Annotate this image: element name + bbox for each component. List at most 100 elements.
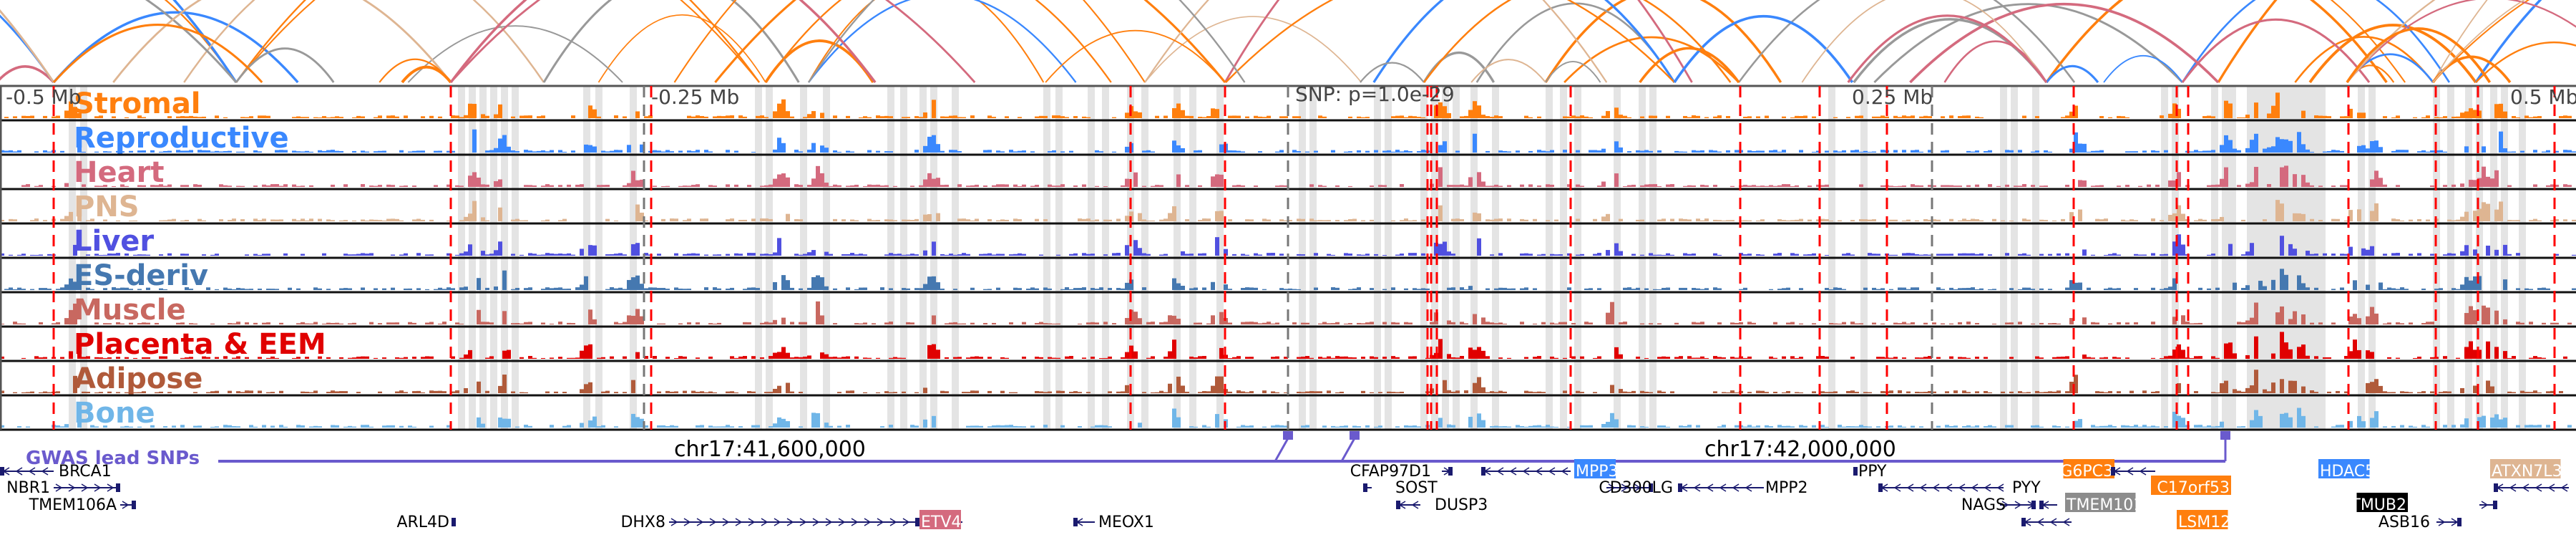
signal-bar: [910, 185, 914, 187]
signal-bar: [2344, 356, 2348, 359]
signal-bar: [1838, 151, 1842, 153]
signal-bar: [1288, 220, 1292, 221]
signal-bar: [1662, 391, 1666, 393]
signal-bar: [1541, 254, 1546, 256]
signal-bar: [2220, 145, 2224, 153]
signal-bar: [305, 392, 309, 393]
signal-bar: [391, 287, 395, 290]
signal-bar: [511, 289, 515, 290]
signal-bar: [777, 174, 781, 187]
signal-bar: [2417, 392, 2421, 393]
signal-bar: [1855, 392, 1859, 393]
signal-bar: [2215, 287, 2220, 290]
signal-bar: [1142, 150, 1146, 153]
signal-bar: [1619, 251, 1623, 256]
signal-bar: [1765, 392, 1769, 393]
signal-bar: [313, 287, 318, 290]
signal-bar: [1352, 218, 1357, 221]
signal-bar: [2524, 288, 2529, 290]
signal-bar: [2254, 167, 2258, 187]
signal-track-muscle: [0, 301, 2572, 324]
signal-bar: [245, 322, 249, 324]
signal-bar: [1743, 116, 1747, 118]
strand-arrow-icon: [696, 518, 704, 526]
signal-bar: [807, 185, 811, 187]
signal-bar: [687, 218, 691, 221]
signal-bar: [1443, 106, 1447, 118]
signal-bar: [1413, 288, 1417, 290]
signal-bar: [1769, 289, 1773, 290]
signal-bar: [1593, 254, 1597, 256]
signal-bar: [228, 323, 232, 324]
signal-bar: [1941, 254, 1945, 256]
signal-bar: [2237, 185, 2241, 187]
signal-bar: [1219, 211, 1224, 221]
signal-bar: [1473, 349, 1477, 359]
signal-bar: [103, 151, 107, 153]
signal-bar: [1816, 219, 1820, 221]
signal-bar: [90, 425, 94, 428]
signal-bar: [2529, 220, 2533, 221]
signal-bar: [824, 423, 829, 428]
signal-bar: [2323, 151, 2327, 153]
signal-bar: [2344, 116, 2348, 118]
signal-bar: [1181, 251, 1185, 256]
signal-bar: [73, 303, 77, 324]
signal-bar: [2057, 390, 2061, 393]
signal-bar: [914, 288, 919, 290]
signal-bar: [2091, 322, 2095, 324]
signal-bar: [477, 381, 481, 393]
signal-bar: [1992, 426, 1996, 428]
signal-bar: [292, 184, 296, 187]
signal-bar: [352, 357, 356, 359]
gene-lsm12: LSM12: [2021, 510, 2230, 531]
signal-bar: [1348, 254, 1352, 256]
signal-bar: [133, 392, 137, 393]
signal-bar: [180, 116, 185, 118]
signal-bar: [940, 288, 945, 290]
gene-tmem106a: TMEM106A: [29, 496, 136, 514]
signal-bar: [511, 254, 515, 256]
signal-bar: [1975, 425, 1979, 428]
signal-bar: [558, 357, 562, 359]
signal-bar: [1644, 391, 1649, 393]
signal-bar: [713, 392, 717, 393]
signal-bar: [2460, 112, 2464, 118]
signal-bar: [468, 175, 472, 187]
signal-bar: [1151, 392, 1155, 393]
signal-bar: [2039, 426, 2044, 428]
signal-bar: [876, 115, 880, 118]
signal-bar: [86, 287, 90, 290]
signal-bar: [1795, 392, 1799, 393]
signal-bar: [1494, 218, 1498, 221]
signal-bar: [2464, 111, 2469, 118]
signal-bar: [1073, 253, 1078, 256]
signal-bar: [863, 254, 867, 256]
signal-bar: [854, 184, 859, 187]
signal-bar: [1580, 425, 1584, 428]
signal-bar: [2254, 302, 2258, 324]
signal-bar: [1236, 356, 1241, 359]
signal-bar: [580, 249, 584, 256]
signal-bar: [1636, 150, 1640, 153]
signal-bar: [1687, 425, 1692, 428]
signal-bar: [1610, 302, 1614, 324]
signal-bar: [1674, 357, 1679, 359]
signal-bar: [1958, 322, 1962, 324]
signal-bar: [550, 357, 554, 359]
chromatin-loop-arc: [52, 24, 263, 84]
signal-bar: [2494, 104, 2499, 118]
signal-bar: [240, 151, 245, 153]
signal-bar: [1176, 376, 1181, 393]
signal-bar: [1919, 392, 1923, 393]
signal-bar: [1498, 253, 1503, 256]
signal-bar: [1215, 414, 1219, 428]
signal-bar: [1236, 115, 1241, 118]
signal-bar: [455, 322, 459, 324]
signal-bar: [13, 392, 17, 393]
signal-bar: [2443, 356, 2447, 359]
signal-bar: [756, 288, 760, 290]
signal-bar: [1245, 357, 1249, 359]
signal-bar: [56, 322, 60, 324]
signal-bar: [2293, 249, 2297, 256]
